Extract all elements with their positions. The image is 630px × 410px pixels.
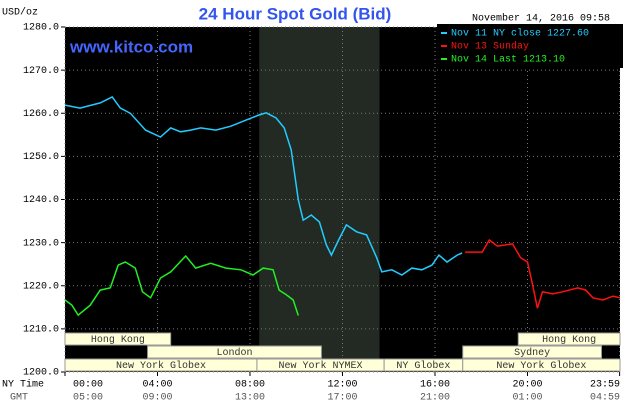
x2-axis-label: GMT bbox=[10, 393, 28, 404]
session-bar bbox=[462, 358, 621, 372]
y-tick-label: 1220.0 bbox=[23, 281, 59, 292]
x-tick-label: 12:00 bbox=[327, 380, 357, 391]
session-bar bbox=[462, 345, 602, 359]
y-axis-label: USD/oz bbox=[2, 7, 38, 19]
x-tick-label: 20:00 bbox=[512, 380, 542, 391]
session-label: New York Globex bbox=[496, 360, 586, 372]
legend-label: Nov 11 NY close 1227.60 bbox=[451, 28, 589, 40]
y-tick-label: 1240.0 bbox=[23, 195, 59, 206]
price-line bbox=[465, 238, 621, 309]
shaded-range bbox=[259, 27, 380, 372]
y-tick-label: 1210.0 bbox=[23, 325, 59, 336]
session-label: NY Globex bbox=[396, 360, 450, 372]
session-label: New York NYMEX bbox=[279, 360, 363, 372]
session-bar bbox=[517, 332, 621, 346]
x2-tick-label: 01:00 bbox=[512, 393, 542, 404]
x2-tick-label: 21:00 bbox=[420, 393, 450, 404]
chart-title: 24 Hour Spot Gold (Bid) bbox=[199, 4, 392, 23]
y-tick-label: 1260.0 bbox=[23, 109, 59, 120]
x-axis-label: NY Time bbox=[2, 379, 44, 391]
legend-label: Nov 14 Last 1213.10 bbox=[451, 55, 565, 66]
legend-label: Nov 13 Sunday bbox=[451, 41, 529, 53]
session-label: Hong Kong bbox=[542, 335, 596, 346]
layer: 1200.0 1210.0 1220.0 1230.0 1240.0 1250.0 1260… bbox=[23, 23, 623, 404]
x2-tick-label: 04:59 bbox=[590, 393, 620, 404]
x2-tick-label: 05:00 bbox=[73, 393, 103, 404]
session-label: Hong Kong bbox=[91, 335, 145, 346]
session-bar bbox=[64, 332, 172, 346]
session-bar bbox=[147, 345, 322, 359]
x-tick-label: 16:00 bbox=[420, 380, 450, 391]
x-tick-label: 04:00 bbox=[142, 380, 172, 391]
y-tick-label: 1280.0 bbox=[23, 23, 59, 34]
timestamp: November 14, 2016 09:58 bbox=[472, 13, 610, 25]
y-tick-label: 1270.0 bbox=[23, 66, 59, 77]
x-tick-label: 08:00 bbox=[235, 380, 265, 391]
y-tick-label: 1250.0 bbox=[23, 152, 59, 163]
legend-box bbox=[437, 24, 623, 68]
price-line bbox=[64, 95, 463, 276]
session-label: Sydney bbox=[514, 347, 550, 359]
x2-tick-label: 13:00 bbox=[235, 393, 265, 404]
y-tick-label: 1200.0 bbox=[23, 368, 59, 379]
x-tick-label: 23:59 bbox=[590, 380, 620, 391]
session-label: London bbox=[216, 347, 252, 359]
y-tick-label: 1230.0 bbox=[23, 238, 59, 249]
price-line bbox=[64, 254, 300, 317]
session-label: New York Globex bbox=[116, 360, 206, 372]
x2-tick-label: 09:00 bbox=[142, 393, 172, 404]
source: www.kitco.com bbox=[69, 37, 193, 56]
x2-tick-label: 17:00 bbox=[327, 393, 357, 404]
x-tick-label: 00:00 bbox=[73, 380, 103, 391]
